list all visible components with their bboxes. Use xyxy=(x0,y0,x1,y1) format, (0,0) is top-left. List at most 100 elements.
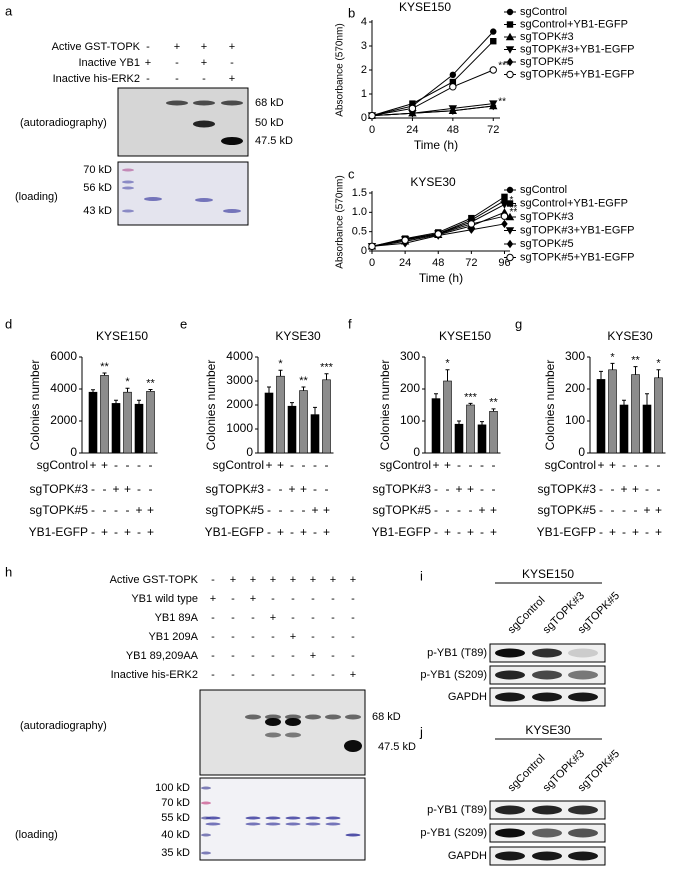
row-label: Inactive his-ERK2 xyxy=(53,73,140,85)
condition-label: sgTOPK#3 xyxy=(373,482,432,496)
point xyxy=(490,101,497,111)
x-tick-label: 24 xyxy=(399,257,411,269)
legend-label: sgTOPK#5 xyxy=(520,238,574,250)
bar xyxy=(264,392,274,454)
marker-label: 68 kD xyxy=(255,97,284,109)
x-axis-label: Time (h) xyxy=(414,138,458,152)
sign: - xyxy=(599,482,603,496)
bar xyxy=(619,404,629,454)
band xyxy=(325,822,341,826)
sign: - xyxy=(211,612,215,624)
sign: - xyxy=(114,525,118,539)
sign: + xyxy=(467,525,474,539)
condition-label: sgTOPK#5 xyxy=(373,503,432,517)
point xyxy=(401,236,409,244)
band xyxy=(144,197,162,201)
point xyxy=(501,193,508,201)
sign: - xyxy=(114,503,118,517)
sign: - xyxy=(434,503,438,517)
error-bar xyxy=(267,386,271,393)
sign: - xyxy=(331,650,335,662)
condition-label: sgControl xyxy=(380,458,431,472)
sign: + xyxy=(620,482,627,496)
band xyxy=(532,692,562,702)
condition-label: sgControl xyxy=(545,458,596,472)
bar xyxy=(454,423,464,454)
significance: * xyxy=(610,351,615,363)
sign: - xyxy=(434,525,438,539)
legend-marker xyxy=(506,253,514,262)
bar xyxy=(322,379,331,454)
sign: + xyxy=(112,482,119,496)
sign: - xyxy=(492,458,496,472)
error-bar xyxy=(480,421,484,425)
legend-label: sgControl xyxy=(520,184,567,196)
sign: - xyxy=(302,458,306,472)
chart-title: KYSE30 xyxy=(410,175,456,189)
row-label: Inactive his-ERK2 xyxy=(111,669,198,681)
sign: - xyxy=(313,525,317,539)
blot-label: (autoradiography) xyxy=(20,117,107,129)
sign: - xyxy=(622,458,626,472)
x-tick-label: 72 xyxy=(465,257,477,269)
sign: - xyxy=(331,612,335,624)
band xyxy=(495,828,525,838)
legend-marker xyxy=(505,212,515,221)
line xyxy=(371,69,494,117)
x-tick-label: 0 xyxy=(369,257,375,269)
condition-label: sgControl xyxy=(37,458,88,472)
error-bar xyxy=(457,420,461,425)
sign: + xyxy=(230,574,236,586)
y-tick-label: 0 xyxy=(246,445,253,459)
sign: + xyxy=(210,593,216,605)
condition-label: sgTOPK#5 xyxy=(206,503,265,517)
sign: + xyxy=(323,503,330,517)
annotation: * xyxy=(509,195,513,206)
legend-marker xyxy=(506,200,514,207)
legend-label: sgTOPK#5+YB1-EGFP xyxy=(520,68,634,80)
error-bar xyxy=(91,389,95,393)
y-axis-label: Absorbance (570nm) xyxy=(335,175,346,268)
y-tick-label: 300 xyxy=(400,349,420,363)
sign: + xyxy=(311,503,318,517)
bar xyxy=(287,405,297,454)
sign: + xyxy=(455,482,462,496)
sign: - xyxy=(446,482,450,496)
condition-label: sgControl xyxy=(213,458,264,472)
panel-label: i xyxy=(420,568,423,583)
sign: - xyxy=(313,482,317,496)
bar xyxy=(310,414,320,454)
legend-label: sgTOPK#5+YB1-EGFP xyxy=(520,251,634,263)
band xyxy=(532,851,562,861)
panel-label: d xyxy=(5,316,12,331)
bar xyxy=(631,374,640,454)
sign: - xyxy=(279,482,283,496)
band xyxy=(221,100,243,106)
panel-label: a xyxy=(5,3,13,18)
sign: - xyxy=(149,458,153,472)
y-tick-label: 2000 xyxy=(226,397,253,411)
ladder-label: 35 kD xyxy=(161,847,190,859)
legend-label: sgControl+YB1-EGFP xyxy=(520,197,628,209)
band xyxy=(305,714,321,720)
y-tick-label: 200 xyxy=(400,381,420,395)
bar xyxy=(299,390,308,454)
y-tick-label: 4000 xyxy=(50,381,77,395)
x-tick-label: 72 xyxy=(487,124,499,136)
marker-label: 47.5 kD xyxy=(378,741,416,753)
row-label: YB1 209A xyxy=(148,631,198,643)
legend-marker xyxy=(506,239,514,249)
sign: - xyxy=(251,612,255,624)
sign: - xyxy=(311,593,315,605)
sign: - xyxy=(457,525,461,539)
band xyxy=(245,822,261,826)
sign: - xyxy=(267,503,271,517)
sign: + xyxy=(300,525,307,539)
sign: - xyxy=(434,482,438,496)
band xyxy=(495,692,525,702)
band xyxy=(305,822,321,826)
significance: ** xyxy=(299,375,308,387)
y-tick-label: 0 xyxy=(578,445,585,459)
band xyxy=(305,816,321,820)
sign: + xyxy=(288,482,295,496)
